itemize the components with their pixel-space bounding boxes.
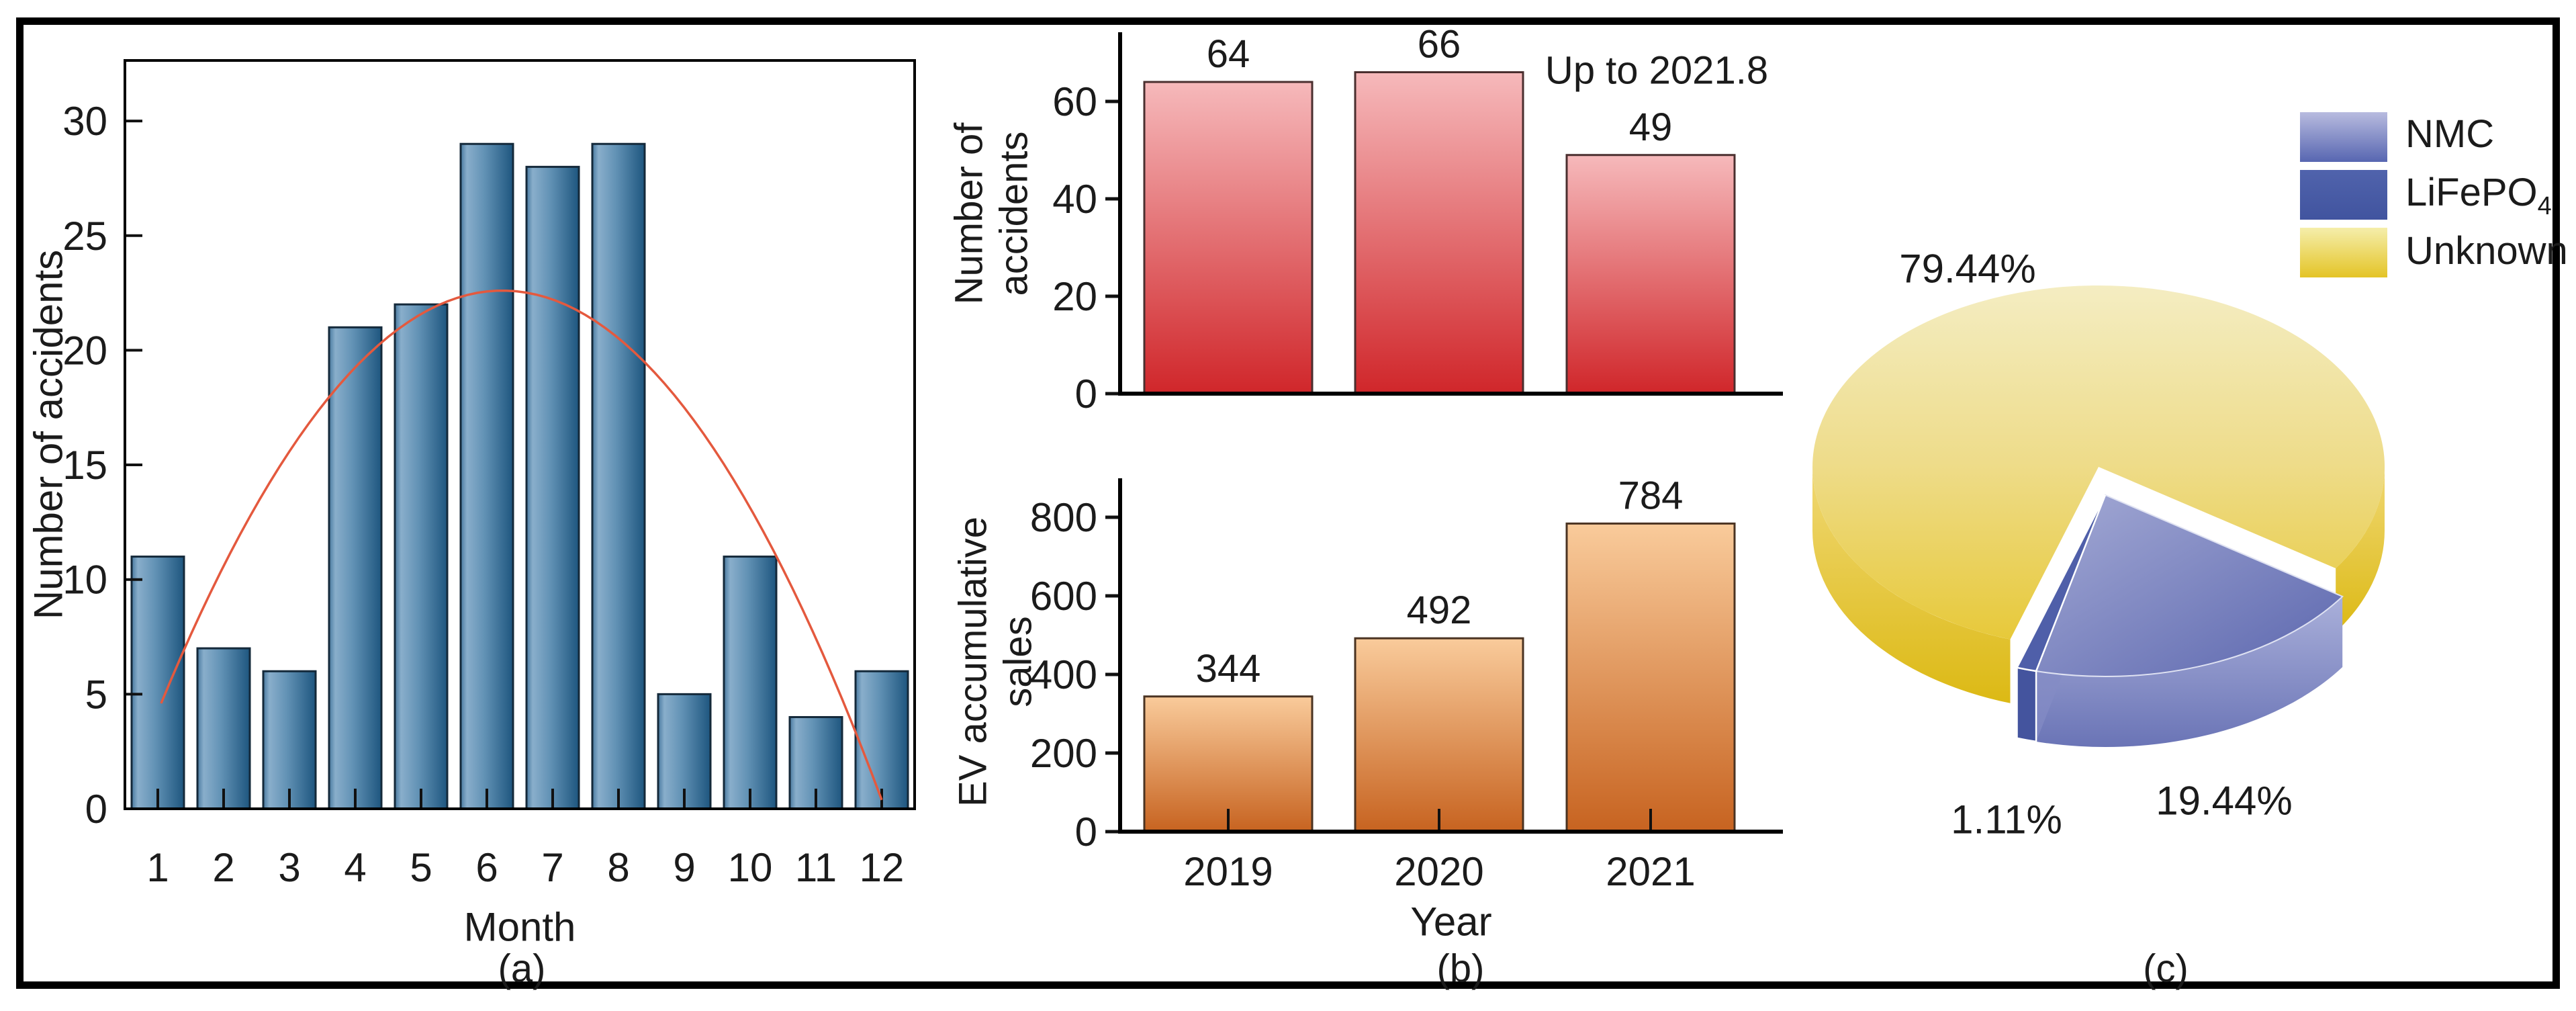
pie-unknown-top [1812, 285, 2385, 640]
pie-nmc-side [2036, 597, 2343, 748]
y-tick-label: 5 [85, 672, 107, 717]
pie-label-lifepo4: 1.11% [1951, 797, 2062, 842]
pie-lifepo4-side [2016, 666, 2037, 743]
y-tick-label: 400 [1030, 652, 1097, 697]
legend-swatch-unknown [2300, 228, 2387, 277]
y-tick-label: 200 [1030, 731, 1097, 776]
y-axis-title-panel-b-bottom: EV accumulative sales [951, 517, 1040, 807]
y-tick-label: 20 [1052, 274, 1097, 319]
pie-nmc-top [2035, 494, 2344, 677]
y-tick-label: 30 [62, 99, 107, 144]
bar-month-5 [394, 303, 449, 810]
y-tick-label: 0 [1075, 809, 1097, 854]
bar-month-8 [591, 142, 646, 810]
legend-text: LiFePO [2405, 171, 2538, 215]
bar-value-label: 64 [1207, 32, 1250, 76]
fit-curve [160, 289, 883, 801]
bar-value-label: 784 [1618, 474, 1684, 517]
y-axis-title-line: Number of [947, 122, 991, 305]
legend-swatch-nmc [2300, 112, 2387, 162]
pie-label-unknown: 79.44% [1899, 246, 2036, 292]
x-tick-label: 11 [795, 845, 837, 890]
x-tick-label: 1 [146, 845, 169, 890]
x-tick-label: 2019 [1183, 849, 1273, 894]
panel-caption-a: (a) [498, 947, 546, 991]
bar-month-10 [723, 556, 778, 810]
plot-box [124, 59, 916, 810]
bar-2020 [1354, 71, 1524, 395]
y-tick-label: 10 [62, 558, 107, 603]
x-tick-label: 9 [673, 845, 695, 890]
x-tick-label: 5 [410, 845, 432, 890]
y-tick-label: 0 [85, 787, 107, 832]
bar-month-1 [130, 556, 185, 810]
y-tick-label: 600 [1030, 574, 1097, 619]
y-tick-label: 0 [1075, 371, 1097, 416]
y-axis-title-panel-b-top: Number of accidents [947, 123, 1036, 305]
legend-subscript: 4 [2537, 191, 2552, 220]
bar-month-12 [854, 670, 909, 810]
x-tick-label: 4 [344, 845, 366, 890]
x-tick-label: 10 [728, 845, 773, 890]
y-tick-label: 20 [62, 328, 107, 373]
panel-b-sales-bar-chart: 344 2019 492 2020 784 2021 0 200 400 600 800 [1030, 474, 1783, 894]
bar-value-label: 66 [1418, 23, 1461, 67]
x-tick-label: 2021 [1606, 849, 1695, 894]
y-axis-title-line: EV accumulative [951, 517, 995, 807]
y-axis-title-line: accidents [992, 131, 1036, 296]
bar-2021 [1565, 154, 1736, 395]
bar-month-2 [196, 647, 251, 810]
legend-text: Unknown [2405, 229, 2568, 273]
y-tick-label: 25 [62, 214, 107, 259]
y-axis-title-panel-a: Number of accidents [26, 249, 71, 620]
bar-month-7 [525, 165, 580, 810]
pie-unknown-side [1812, 467, 2011, 703]
panel-b-accidents-bar-chart: 64 66 49 0 20 40 60 [1052, 23, 1783, 416]
bar-value-label: 344 [1196, 647, 1261, 691]
legend-label-lifepo4: LiFePO4 [2405, 170, 2552, 221]
x-tick-label: 7 [541, 845, 563, 890]
panel-c-pie-chart [1812, 285, 2385, 748]
bar-2020 [1354, 637, 1524, 833]
y-tick-label: 800 [1030, 495, 1097, 540]
x-tick-label: 12 [860, 845, 905, 890]
y-tick-label: 15 [62, 443, 107, 488]
x-tick-label: 2 [212, 845, 234, 890]
bar-value-label: 49 [1629, 105, 1673, 149]
legend-label-unknown: Unknown [2405, 228, 2568, 279]
x-tick-label: 3 [278, 845, 300, 890]
annotation-up-to-2021-8: Up to 2021.8 [1545, 48, 1769, 93]
y-tick-label: 60 [1052, 79, 1097, 124]
bar-2019 [1143, 81, 1314, 395]
axes [1118, 478, 1783, 834]
x-tick-label: 6 [475, 845, 498, 890]
pie-label-nmc: 19.44% [2156, 778, 2293, 824]
bar-month-4 [328, 326, 383, 810]
x-axis-title-panel-a: Month [463, 904, 576, 950]
panel-caption-c: (c) [2143, 947, 2189, 991]
legend-text: NMC [2405, 112, 2495, 157]
pie-lifepo4-top [2015, 494, 2107, 672]
y-tick-label: 40 [1052, 177, 1097, 222]
bar-value-label: 492 [1407, 588, 1472, 632]
bar-month-6 [459, 142, 514, 810]
panel-caption-b: (b) [1436, 947, 1485, 991]
bar-2021 [1565, 522, 1736, 833]
y-axis-title-line: sales [996, 616, 1040, 707]
pie-unknown-side [2336, 467, 2385, 632]
x-tick-label: 2020 [1394, 849, 1483, 894]
bar-month-3 [262, 670, 317, 810]
legend-label-nmc: NMC [2405, 112, 2494, 163]
x-axis-title-panel-b: Year [1410, 899, 1492, 944]
axes [1118, 32, 1783, 396]
legend-swatch-lifepo4 [2300, 170, 2387, 220]
x-tick-label: 8 [607, 845, 629, 890]
